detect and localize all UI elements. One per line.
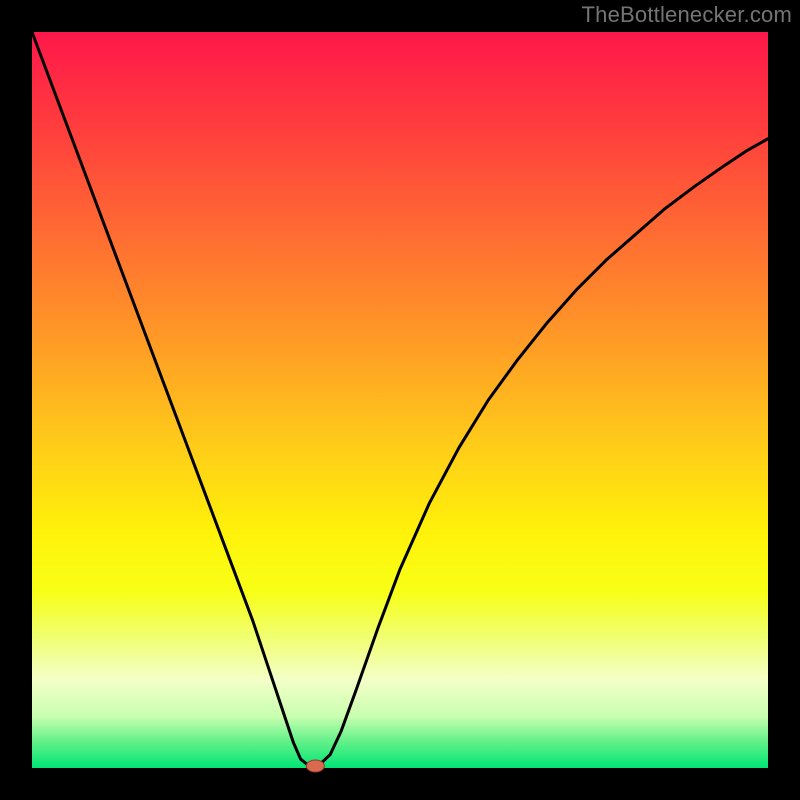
plot-gradient bbox=[32, 32, 768, 768]
bottleneck-chart bbox=[0, 0, 800, 800]
chart-container: TheBottlenecker.com bbox=[0, 0, 800, 800]
watermark-text: TheBottlenecker.com bbox=[582, 2, 792, 28]
optimal-marker bbox=[306, 760, 324, 772]
